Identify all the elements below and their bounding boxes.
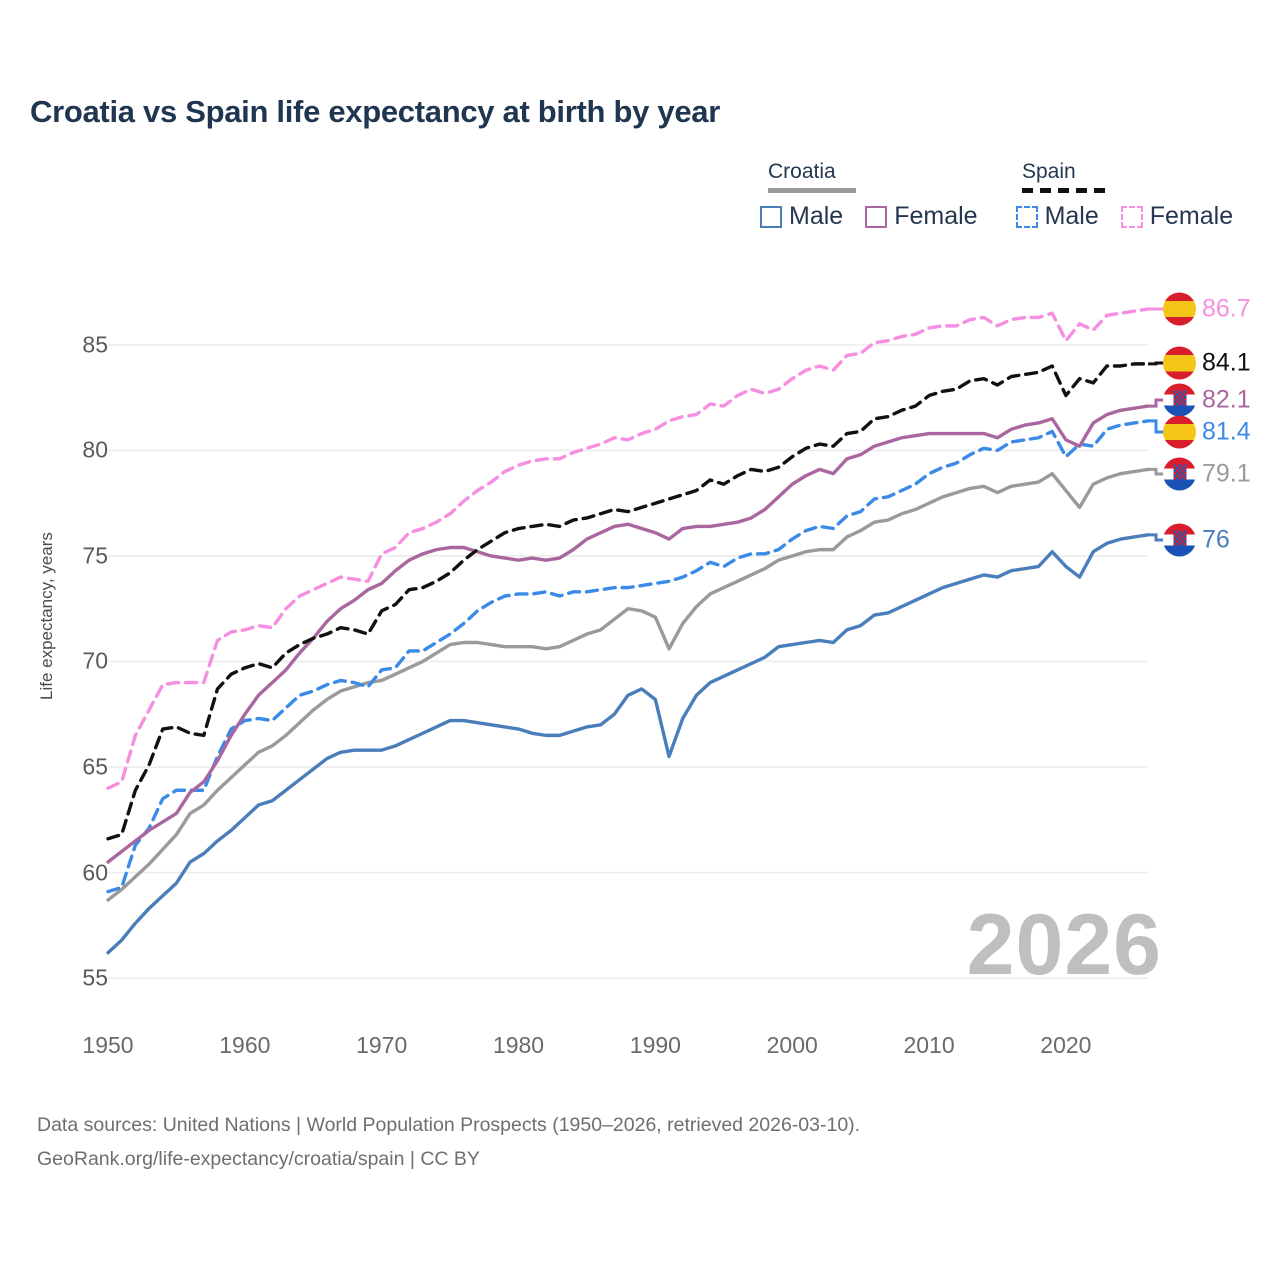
end-label-spain-total: 84.1 [1163, 346, 1251, 380]
legend-label-croatia-male: Male [789, 202, 844, 230]
spain-flag-icon [1163, 346, 1196, 380]
legend-rule-spain [1022, 188, 1110, 193]
legend-swatch-spain-female-icon [1120, 205, 1143, 228]
legend-label-croatia-female: Female [894, 202, 978, 230]
legend-item-spain-female[interactable]: Female [1120, 202, 1234, 231]
page-title: Croatia vs Spain life expectancy at birt… [30, 94, 720, 129]
legend-swatch-spain-male-icon [1015, 205, 1038, 228]
spain-flag-icon [1163, 415, 1196, 449]
x-axis-tick-label: 1970 [356, 1032, 408, 1058]
series-line-spain-female [106, 307, 1150, 790]
footer-attribution[interactable]: GeoRank.org/life-expectancy/croatia/spai… [37, 1148, 480, 1171]
x-axis-tick-label: 2000 [766, 1032, 818, 1058]
end-label-value: 81.4 [1202, 417, 1251, 446]
series-line-croatia-female [106, 404, 1150, 864]
x-axis-tick-label: 1950 [82, 1032, 134, 1058]
end-label-connector [1148, 533, 1164, 542]
y-axis-tick-label: 65 [82, 753, 108, 780]
croatia-flag-icon [1163, 523, 1196, 557]
y-axis-ticks: 55 60 65 70 75 80 85 [28, 0, 108, 1280]
x-axis-tick-label: 1980 [492, 1032, 545, 1058]
legend-label-spain-female: Female [1149, 202, 1234, 230]
y-axis-tick-label: 80 [82, 436, 108, 463]
legend-swatch-croatia-male-icon [760, 205, 782, 228]
y-axis-tick-label: 60 [82, 859, 108, 886]
legend-rule-croatia [768, 188, 856, 193]
x-axis-tick-label: 1990 [629, 1032, 681, 1058]
end-label-value: 82.1 [1202, 385, 1251, 414]
x-axis-tick-label: 1960 [219, 1032, 271, 1058]
end-label-connector [1148, 398, 1164, 408]
chart-footer: Data sources: United Nations | World Pop… [37, 1108, 860, 1176]
croatia-flag-icon [1163, 383, 1196, 417]
x-axis-tick-label: 2010 [903, 1032, 955, 1058]
spain-flag-icon [1163, 292, 1196, 326]
year-watermark: 2026 [966, 897, 1162, 993]
end-label-value: 86.7 [1202, 294, 1251, 323]
end-label-croatia-female: 82.1 [1163, 383, 1251, 417]
series-line-croatia-male [106, 533, 1150, 955]
legend-group-croatia-label: Croatia [768, 160, 836, 183]
footer-data-sources: Data sources: United Nations | World Pop… [37, 1114, 861, 1136]
chart-legend: Croatia Spain Male Female Male Female [760, 160, 1260, 242]
legend-items: Male Female Male Female [760, 202, 1233, 231]
end-label-croatia-male: 76 [1163, 523, 1230, 557]
end-label-value: 79.1 [1202, 459, 1251, 488]
series-line-croatia-total [106, 467, 1150, 902]
legend-swatch-croatia-female-icon [865, 205, 888, 228]
legend-label-spain-male: Male [1044, 202, 1099, 230]
end-label-value: 76 [1202, 525, 1230, 554]
end-label-connector [1148, 361, 1164, 366]
series-line-spain-total [106, 362, 1150, 841]
end-label-value: 84.1 [1202, 348, 1251, 377]
y-axis-tick-label: 85 [82, 331, 108, 358]
legend-item-croatia-male[interactable]: Male [760, 202, 843, 231]
y-axis-tick-label: 75 [82, 542, 108, 569]
end-label-spain-male: 81.4 [1163, 415, 1251, 449]
y-axis-tick-label: 55 [82, 964, 108, 991]
x-axis-tick-label: 2020 [1040, 1032, 1092, 1058]
legend-item-croatia-female[interactable]: Female [865, 202, 978, 231]
croatia-flag-icon [1163, 457, 1196, 491]
legend-group-spain-label: Spain [1022, 160, 1076, 183]
end-label-croatia-total: 79.1 [1163, 457, 1251, 491]
legend-item-spain-male[interactable]: Male [1015, 202, 1099, 231]
end-label-spain-female: 86.7 [1163, 292, 1251, 326]
series-line-spain-male [106, 419, 1150, 894]
end-label-connector [1148, 419, 1164, 434]
end-label-connector [1148, 467, 1164, 476]
y-axis-tick-label: 70 [82, 647, 108, 674]
